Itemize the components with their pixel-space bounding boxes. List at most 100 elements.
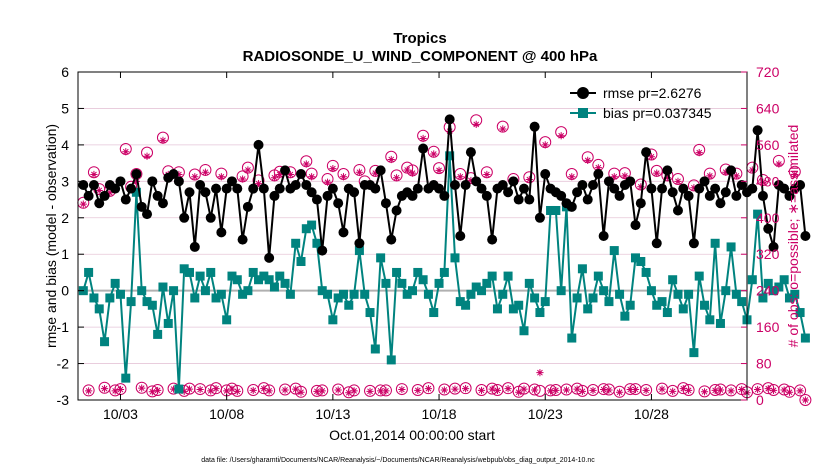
rmse-point <box>598 231 609 241</box>
obs-assimilated-point <box>663 174 671 182</box>
bias-point <box>466 289 476 299</box>
rmse-point <box>296 169 306 180</box>
bias-point <box>615 289 625 299</box>
bias-point <box>662 308 672 318</box>
obs-assimilated-point <box>700 388 709 396</box>
bias-point <box>684 289 694 299</box>
obs-assimilated-point <box>531 386 539 394</box>
rmse-point <box>189 241 200 252</box>
rmse-point <box>513 194 524 205</box>
bias-point <box>89 293 99 303</box>
rmse-point <box>497 179 508 190</box>
bias-point <box>439 267 449 277</box>
x-axis-label: Oct.01,2014 00:00:00 start <box>329 427 495 443</box>
obs-assimilated-point <box>350 387 358 395</box>
obs-assimilated-point <box>132 177 141 185</box>
obs-assimilated-point <box>233 387 241 395</box>
bias-point <box>689 348 699 358</box>
rmse-point <box>83 190 94 201</box>
obs-assimilated-point <box>244 166 252 174</box>
bias-point <box>269 282 279 292</box>
rmse-point <box>349 187 360 198</box>
bias-point <box>625 300 635 310</box>
rmse-point <box>248 183 259 194</box>
rmse-point <box>588 179 599 190</box>
obs-assimilated-point <box>727 387 735 395</box>
rmse-point <box>211 183 222 194</box>
bias-point <box>126 297 136 307</box>
obs-assimilated-point <box>669 387 677 395</box>
obs-assimilated-point <box>801 396 810 404</box>
rmse-point <box>566 201 577 212</box>
bias-point <box>800 333 810 343</box>
rmse-point <box>88 179 99 190</box>
rmse-point <box>338 227 349 238</box>
obs-assimilated-point <box>292 385 300 393</box>
rmse-point <box>726 165 737 176</box>
bias-point <box>365 308 375 318</box>
rmse-point <box>519 183 529 194</box>
legend-bias-label: bias pr=0.037345 <box>603 105 712 121</box>
y2-tick-label: 0 <box>756 392 764 408</box>
bias-point <box>577 264 587 274</box>
obs-assimilated-point <box>584 156 592 164</box>
obs-assimilated-point <box>637 183 645 191</box>
bias-point <box>673 289 683 299</box>
obs-possible-point <box>528 383 541 396</box>
bias-point <box>599 286 609 296</box>
obs-assimilated-point <box>477 386 486 395</box>
rmse-point <box>704 190 715 201</box>
bias-point <box>418 275 428 285</box>
rmse-point <box>657 183 668 194</box>
rmse-point <box>380 198 391 209</box>
rmse-point <box>439 190 450 201</box>
obs-assimilated-point <box>775 160 783 168</box>
rmse-point <box>327 183 338 194</box>
obs-assimilated-point <box>573 385 581 393</box>
obs-assimilated-point <box>642 386 650 395</box>
y-tick-label: -2 <box>57 356 70 372</box>
obs-assimilated-point <box>716 386 725 394</box>
bias-point <box>275 271 285 281</box>
y-tick-label: 1 <box>61 246 69 262</box>
obs-assimilated-point <box>196 385 204 394</box>
legend[interactable]: rmse pr=2.6276 bias pr=0.037345 <box>570 85 712 121</box>
rmse-point <box>481 190 492 201</box>
bias-point <box>668 275 678 285</box>
bias-point <box>243 286 253 296</box>
rmse-point <box>274 183 285 194</box>
obs-assimilated-point <box>615 388 624 396</box>
legend-rmse-label: rmse pr=2.6276 <box>603 85 702 101</box>
bias-point <box>461 300 471 310</box>
bias-point <box>503 271 513 281</box>
rmse-point <box>667 187 678 198</box>
bias-point <box>94 304 104 314</box>
obs-assimilated-point <box>403 166 411 174</box>
bias-point <box>477 286 487 296</box>
bias-point <box>280 278 290 288</box>
bias-point <box>105 293 115 303</box>
obs-assimilated-point <box>546 387 555 395</box>
obs-assimilated-point <box>658 385 666 393</box>
bias-point <box>211 293 221 303</box>
bias-point <box>492 304 502 314</box>
bias-point <box>790 289 800 299</box>
rmse-point <box>609 183 620 194</box>
obs-assimilated-point <box>610 173 618 181</box>
obs-assimilated-point <box>594 164 602 172</box>
obs-assimilated-point <box>159 136 167 144</box>
obs-assimilated-point <box>600 385 608 394</box>
rmse-point <box>412 183 423 194</box>
obs-assimilated-point <box>323 178 332 186</box>
obs-assimilated-point <box>122 148 130 156</box>
obs-assimilated-point <box>754 385 762 394</box>
y2-tick-label: 720 <box>756 64 780 80</box>
obs-assimilated-point <box>254 180 263 188</box>
obs-assimilated-point <box>472 120 480 128</box>
bias-point <box>285 289 295 299</box>
obs-assimilated-point <box>525 175 533 184</box>
bias-point <box>413 267 423 277</box>
obs-assimilated-point <box>568 173 576 181</box>
bias-point <box>195 271 205 281</box>
obs-assimilated-point <box>286 170 294 179</box>
